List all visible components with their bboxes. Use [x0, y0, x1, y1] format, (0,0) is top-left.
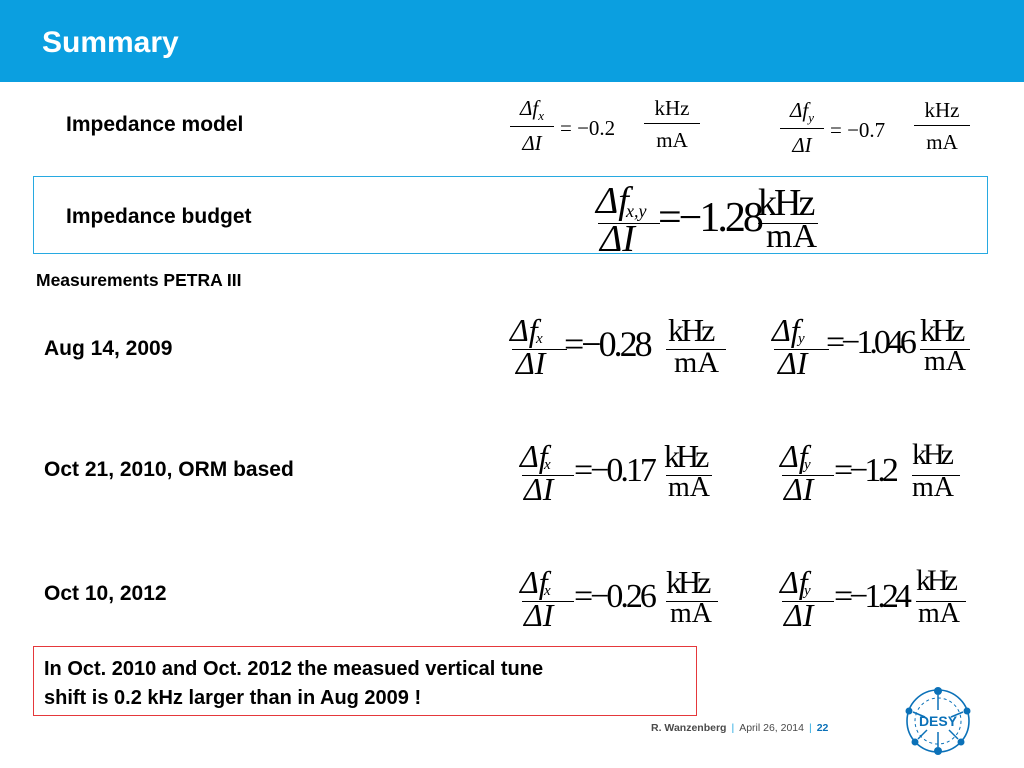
oct-2010-fx-value: =−0.17 — [574, 452, 657, 489]
oct-2010-fy-den: ΔI — [784, 471, 814, 507]
conclusion-note-box: In Oct. 2010 and Oct. 2012 the measued v… — [33, 646, 697, 716]
aug-2009-fx-value: =−0.28 — [564, 324, 653, 364]
oct-2010-fy-unit-den: mA — [912, 472, 954, 503]
desy-logo-icon: DESY — [905, 687, 971, 755]
oct-2012-fy-num: Δf — [780, 564, 808, 600]
oct-2012-fy-unit-num: kHz — [916, 564, 958, 597]
footer-separator: | — [808, 722, 812, 734]
measurement-label-aug-2009: Aug 14, 2009 — [44, 337, 173, 360]
oct-2010-fx-formula: Δf x ΔI =−0.17 kHz mA — [520, 440, 720, 506]
oct-2012-fy-value: =−1.24 — [834, 578, 912, 615]
oct-2010-fy-value: =−1.2 — [834, 452, 899, 489]
oct-2010-fx-unit-bar — [666, 475, 712, 477]
fy-sub: y — [808, 110, 814, 126]
impedance-model-fx-formula: Δfx ΔI = −0.2 kHz mA — [510, 96, 710, 166]
oct-2010-fy-formula: Δf y ΔI =−1.2 kHz mA — [780, 440, 965, 506]
oct-2012-fx-value: =−0.26 — [574, 578, 657, 615]
aug-2009-fx-bar — [512, 349, 567, 351]
note-line-1: In Oct. 2010 and Oct. 2012 the measued v… — [44, 658, 544, 680]
oct-2010-fx-num: Δf — [520, 438, 548, 474]
budget-num: Δf — [596, 180, 629, 222]
fy-num: Δf — [790, 98, 809, 122]
aug-2009-fx-den: ΔI — [516, 345, 546, 381]
footer-date: April 26, 2014 — [739, 722, 804, 734]
measurement-label-oct-2010: Oct 21, 2010, ORM based — [44, 458, 294, 481]
aug-2009-fy-formula: Δf y ΔI =−1.046 kHz mA — [772, 312, 977, 381]
footer-author: R. Wanzenberg — [651, 722, 727, 734]
fy-unit-den: mA — [926, 130, 958, 154]
oct-2012-fx-formula: Δf x ΔI =−0.26 kHz mA — [520, 566, 725, 632]
budget-unit-num: kHz — [758, 182, 815, 224]
oct-2010-fx-den: ΔI — [524, 471, 554, 507]
budget-unit-bar — [758, 223, 818, 225]
fy-value: = −0.7 — [830, 118, 886, 142]
header-bar: Summary — [0, 0, 1024, 82]
fy-den: ΔI — [792, 133, 812, 158]
aug-2009-fx-sub: x — [536, 331, 543, 347]
oct-2012-fy-den: ΔI — [784, 597, 814, 633]
fx-num: Δf — [520, 96, 539, 120]
budget-den: ΔI — [600, 218, 635, 260]
impedance-budget-label: Impedance budget — [66, 205, 252, 228]
oct-2012-fx-sub: x — [544, 583, 551, 599]
oct-2010-fy-unit-bar — [912, 475, 960, 477]
oct-2012-fy-formula: Δf y ΔI =−1.24 kHz mA — [780, 566, 970, 632]
oct-2012-fx-unit-num: kHz — [666, 564, 711, 600]
aug-2009-fy-num: Δf — [772, 312, 800, 348]
oct-2010-fx-sub: x — [544, 457, 551, 473]
fx-den: ΔI — [522, 131, 542, 156]
oct-2010-fy-sub: y — [804, 457, 811, 473]
oct-2010-fx-bar — [522, 475, 574, 477]
oct-2010-fy-unit-num: kHz — [912, 438, 954, 471]
aug-2009-fy-den: ΔI — [778, 345, 808, 381]
aug-2009-fy-unit-den: mA — [924, 346, 966, 377]
budget-value: =−1.28 — [658, 195, 764, 241]
oct-2010-fx-unit-den: mA — [668, 472, 710, 503]
aug-2009-fy-value: =−1.046 — [826, 324, 917, 361]
aug-2009-fx-formula: Δf x ΔI =−0.28 kHz mA — [510, 312, 735, 381]
oct-2012-fy-unit-bar — [916, 601, 966, 603]
oct-2012-fy-bar — [782, 601, 834, 603]
budget-frac-bar — [598, 223, 660, 225]
aug-2009-fy-unit-num: kHz — [920, 312, 965, 348]
fx-unit-den: mA — [656, 128, 688, 152]
impedance-budget-box — [33, 176, 988, 254]
footer: R. Wanzenberg | April 26, 2014 | 22 — [651, 722, 828, 734]
oct-2010-fy-bar — [782, 475, 834, 477]
aug-2009-fx-num: Δf — [510, 312, 538, 348]
oct-2012-fx-unit-bar — [666, 601, 718, 603]
oct-2012-fx-den: ΔI — [524, 597, 554, 633]
fx-sub: x — [538, 108, 544, 124]
oct-2012-fy-unit-den: mA — [918, 598, 960, 629]
oct-2012-fx-bar — [522, 601, 574, 603]
aug-2009-fy-unit-bar — [920, 349, 970, 351]
oct-2010-fy-num: Δf — [780, 438, 808, 474]
budget-unit-den: mA — [766, 218, 817, 255]
desy-logo-text: DESY — [919, 713, 958, 729]
aug-2009-fy-bar — [774, 349, 829, 351]
aug-2009-fx-unit-bar — [666, 349, 726, 351]
footer-separator: | — [731, 722, 735, 734]
oct-2010-fx-unit-num: kHz — [664, 438, 709, 474]
impedance-budget-formula: Δf x,y ΔI =−1.28 kHz mA — [596, 180, 826, 258]
page-title: Summary — [42, 26, 179, 59]
footer-page-number: 22 — [816, 722, 829, 734]
oct-2012-fx-unit-den: mA — [670, 598, 712, 629]
budget-sub: x,y — [626, 201, 647, 221]
note-line-2: shift is 0.2 kHz larger than in Aug 2009… — [44, 687, 422, 709]
impedance-model-fy-formula: Δfy ΔI = −0.7 kHz mA — [780, 98, 980, 168]
aug-2009-fx-unit-den: mA — [674, 346, 719, 379]
fy-unit-num: kHz — [914, 98, 970, 126]
oct-2012-fx-num: Δf — [520, 564, 548, 600]
aug-2009-fx-unit-num: kHz — [668, 312, 715, 348]
aug-2009-fy-sub: y — [798, 331, 805, 347]
fx-value: = −0.2 — [560, 116, 616, 140]
measurements-heading: Measurements PETRA III — [36, 270, 242, 290]
impedance-model-label: Impedance model — [66, 113, 244, 136]
oct-2012-fy-sub: y — [804, 583, 811, 599]
measurement-label-oct-2012: Oct 10, 2012 — [44, 582, 167, 605]
fx-unit-num: kHz — [644, 96, 700, 124]
